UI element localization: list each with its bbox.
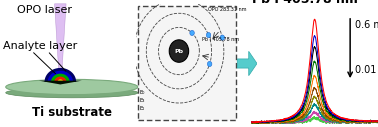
Text: 0.01 mg/L: 0.01 mg/L [355,65,378,75]
Text: OPO laser: OPO laser [17,5,72,15]
Text: Analyte layer: Analyte layer [3,41,77,51]
Ellipse shape [6,88,138,98]
Polygon shape [54,4,66,69]
Text: Ti substrate: Ti substrate [32,106,112,119]
Text: Pb I 405.78 nm: Pb I 405.78 nm [252,0,358,6]
Text: E₂: E₂ [139,106,144,111]
Polygon shape [39,81,82,84]
Polygon shape [48,71,73,82]
Circle shape [169,40,189,62]
Circle shape [190,30,194,36]
Polygon shape [237,51,257,76]
Circle shape [208,61,212,67]
Ellipse shape [6,79,138,95]
Text: Pb I 405.78 nm: Pb I 405.78 nm [203,37,240,42]
Text: OPO 283.31 nm: OPO 283.31 nm [208,7,246,12]
Polygon shape [45,68,76,82]
Text: Pb: Pb [174,49,183,54]
Circle shape [220,35,225,40]
Text: E₃: E₃ [139,98,144,103]
FancyBboxPatch shape [138,6,236,120]
Text: E₀: E₀ [139,90,144,95]
Text: 0.6 mg/L: 0.6 mg/L [355,20,378,30]
Polygon shape [51,74,70,82]
Circle shape [206,33,211,38]
Polygon shape [57,79,63,82]
Polygon shape [54,77,67,82]
